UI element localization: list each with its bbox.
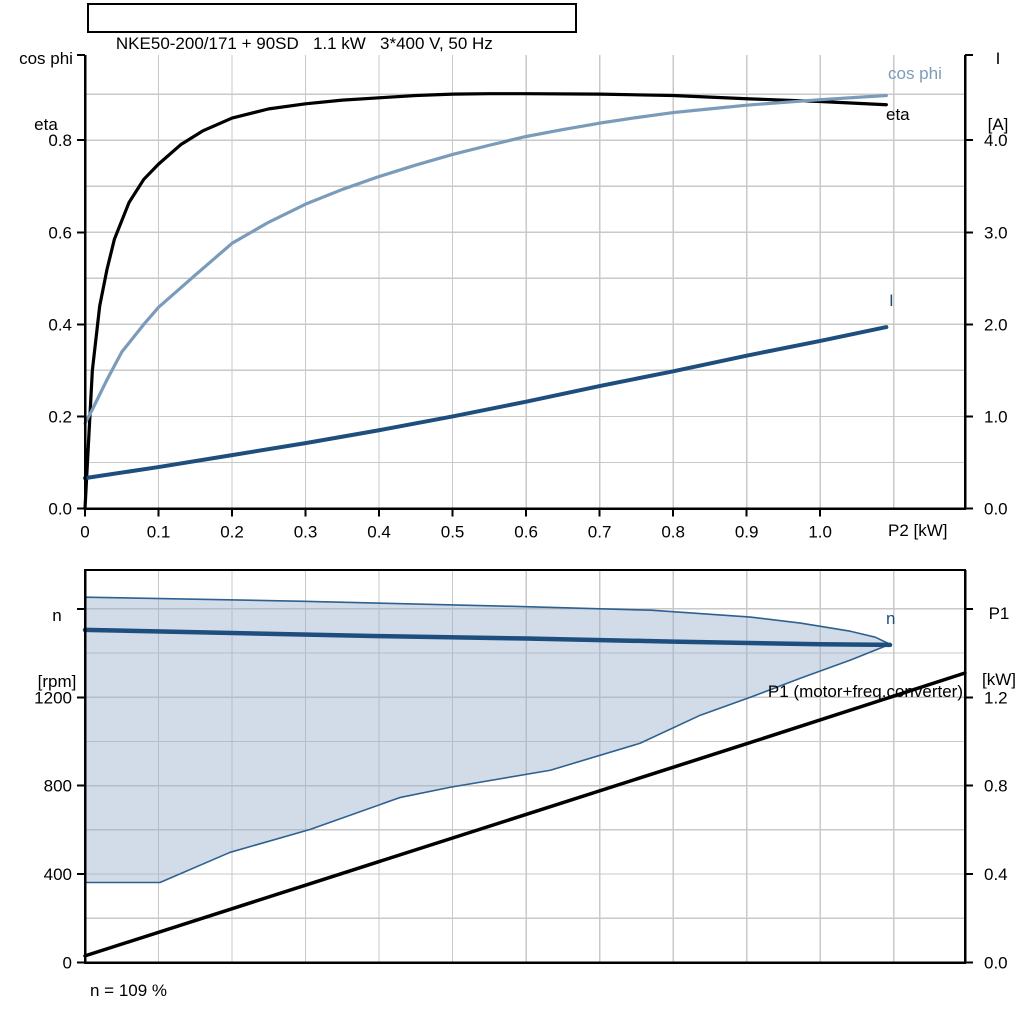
y-right-tick-label: 0.8 bbox=[984, 777, 1008, 796]
x-tick-label: 1.0 bbox=[808, 523, 832, 542]
y-left-tick-label: 800 bbox=[44, 777, 72, 796]
speed-range-region bbox=[84, 596, 891, 884]
p1-curve bbox=[83, 671, 967, 958]
cos-phi-curve bbox=[83, 93, 888, 425]
chart-title: NKE50-200/171 + 90SD 1.1 kW 3*400 V, 50 … bbox=[115, 34, 493, 53]
current-curve-label: I bbox=[889, 291, 894, 310]
chart-title-box: NKE50-200/171 + 90SD 1.1 kW 3*400 V, 50 … bbox=[87, 3, 577, 53]
y-left-tick-label: 0.0 bbox=[48, 500, 72, 519]
x-axis-title: P2 [kW] bbox=[888, 521, 948, 540]
eta-curve bbox=[83, 92, 888, 511]
x-tick-label: 0.1 bbox=[147, 523, 171, 542]
x-tick-label: 0.6 bbox=[514, 523, 538, 542]
y-right-axis-title-top-chart: I [A] bbox=[987, 49, 1009, 134]
y-left-tick-label: 0.8 bbox=[48, 131, 72, 150]
y-left-axis-title-bottom-chart: n [rpm] bbox=[37, 606, 77, 691]
y-right-tick-label: 0.0 bbox=[984, 500, 1008, 519]
p1-curve-label: P1 (motor+freq.converter) bbox=[767, 682, 963, 701]
y-right-tick-label: 3.0 bbox=[984, 223, 1008, 242]
x-tick-label: 0.2 bbox=[220, 523, 244, 542]
x-tick-label: 0.4 bbox=[367, 523, 391, 542]
y-right-tick-label: 1.2 bbox=[984, 688, 1008, 707]
x-tick-label: 0.7 bbox=[588, 523, 612, 542]
y-right-tick-label: 1.0 bbox=[984, 407, 1008, 426]
y-right-tick-label: 4.0 bbox=[984, 131, 1008, 150]
y-left-tick-label: 0.4 bbox=[48, 315, 72, 334]
y-right-tick-label: 0.4 bbox=[984, 865, 1008, 884]
y-left-tick-label: 400 bbox=[44, 865, 72, 884]
y-left-tick-label: 0.6 bbox=[48, 223, 72, 242]
speed-curve bbox=[82, 627, 893, 648]
y-right-tick-label: 2.0 bbox=[984, 315, 1008, 334]
current-curve bbox=[83, 325, 889, 481]
cos-phi-curve-label: cos phi bbox=[888, 64, 942, 83]
speed-percentage-note: n = 109 % bbox=[90, 981, 168, 1000]
speed-curve-label: n bbox=[886, 609, 896, 628]
x-tick-label: 0.3 bbox=[294, 523, 318, 542]
x-tick-label: 0.9 bbox=[735, 523, 759, 542]
y-right-tick-label: 0.0 bbox=[984, 954, 1008, 973]
y-left-tick-label: 1200 bbox=[34, 688, 72, 707]
y-left-tick-label: 0.2 bbox=[48, 407, 72, 426]
y-left-tick-label: 0 bbox=[63, 954, 72, 973]
y-left-axis-title-top-chart: cos phi eta bbox=[19, 49, 73, 134]
eta-curve-label: eta bbox=[886, 105, 910, 124]
x-tick-label: 0.5 bbox=[441, 523, 465, 542]
y-right-axis-title-bottom-chart: P1 [kW] bbox=[982, 604, 1016, 689]
x-tick-label: 0 bbox=[80, 523, 89, 542]
x-tick-label: 0.8 bbox=[661, 523, 685, 542]
